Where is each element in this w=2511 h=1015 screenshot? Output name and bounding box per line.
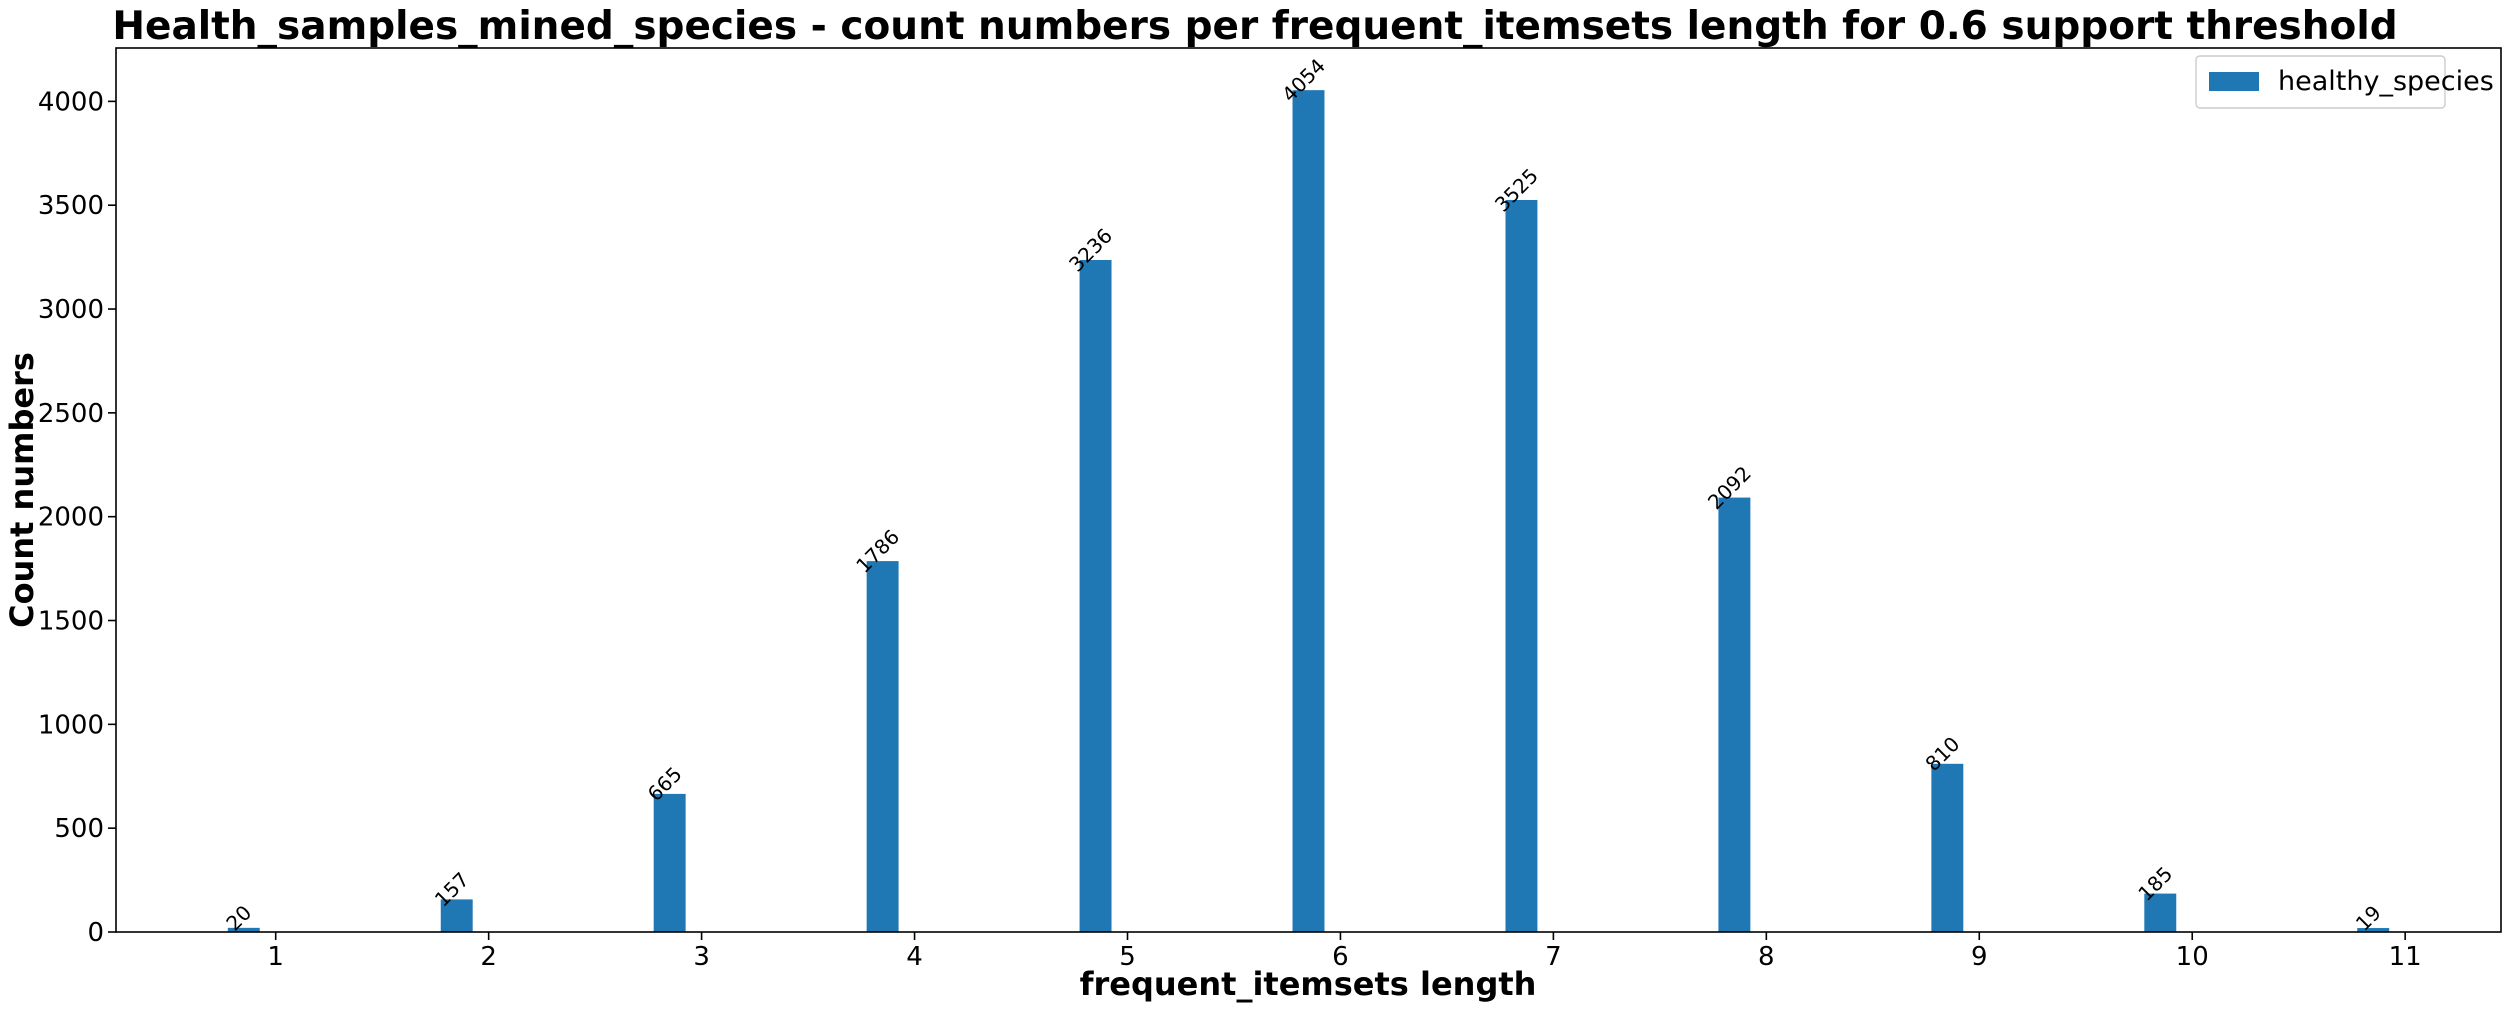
chart-title: Health_samples_mined_species - count num… <box>112 4 2397 49</box>
y-tick-label: 3000 <box>38 295 104 325</box>
bar <box>866 561 899 932</box>
legend-frame <box>2195 55 2446 109</box>
y-tick-label: 1500 <box>38 607 104 637</box>
x-tick-label: 7 <box>1545 942 1562 972</box>
x-axis-ticks: 1 2 3 4 5 6 7 8 9 10 11 <box>267 932 2422 972</box>
x-tick-label: 5 <box>1119 942 1136 972</box>
y-tick-label: 1000 <box>38 710 104 740</box>
x-tick-label: 1 <box>267 942 284 972</box>
legend: healthy_species <box>2195 55 2494 109</box>
y-tick-label: 0 <box>87 918 104 948</box>
bar <box>2144 893 2177 932</box>
bar <box>1718 497 1751 932</box>
x-tick-label: 6 <box>1332 942 1349 972</box>
y-tick-label: 500 <box>54 814 104 844</box>
x-tick-label: 3 <box>693 942 710 972</box>
bar <box>2357 928 2390 932</box>
legend-swatch <box>2209 72 2259 91</box>
bar <box>1931 763 1964 932</box>
y-tick-label: 3500 <box>38 191 104 221</box>
bar <box>1292 90 1325 932</box>
y-axis-label: Count numbers <box>3 352 41 628</box>
bar <box>440 899 473 932</box>
y-tick-label: 2500 <box>38 399 104 429</box>
y-tick-label: 4000 <box>38 87 104 117</box>
bar <box>653 793 686 932</box>
x-tick-label: 4 <box>906 942 923 972</box>
bar <box>1505 200 1538 932</box>
x-axis-label: frequent_itemsets length <box>1080 965 1537 1003</box>
bar <box>1079 260 1112 932</box>
x-tick-label: 11 <box>2389 942 2422 972</box>
legend-label: healthy_species <box>2278 66 2494 97</box>
y-tick-label: 2000 <box>38 503 104 533</box>
x-tick-label: 9 <box>1971 942 1988 972</box>
axes-frame <box>115 47 2502 933</box>
x-tick-label: 10 <box>2176 942 2209 972</box>
bar <box>227 927 260 932</box>
x-tick-label: 2 <box>480 942 497 972</box>
y-axis-ticks: 0 500 1000 1500 2000 2500 3000 3500 4000 <box>38 87 116 948</box>
bars-group <box>227 90 2390 932</box>
x-tick-label: 8 <box>1758 942 1775 972</box>
